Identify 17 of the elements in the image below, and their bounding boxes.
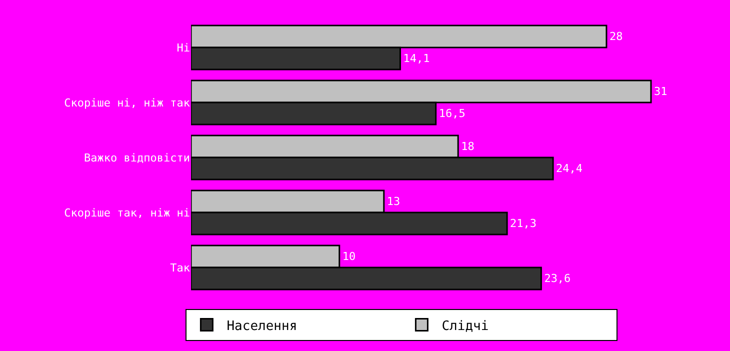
legend-label: Населення bbox=[226, 318, 298, 334]
y-tick-label: Так bbox=[170, 261, 190, 274]
y-tick-label: Важко відповісти bbox=[84, 151, 190, 164]
data-label: 31 bbox=[654, 85, 668, 98]
y-tick-label: Скоріше ні, ніж так bbox=[64, 96, 190, 110]
legend-label: Слідчі bbox=[442, 318, 489, 334]
data-label: 18 bbox=[461, 140, 474, 153]
data-label: 23,6 bbox=[544, 272, 571, 285]
y-tick-label: Скоріше так, ніж ні bbox=[64, 206, 190, 220]
data-label: 21,3 bbox=[510, 217, 537, 230]
data-label: 10 bbox=[342, 250, 356, 263]
data-label: 13 bbox=[386, 195, 400, 208]
data-label: 24,4 bbox=[556, 162, 583, 175]
data-label: 14,1 bbox=[403, 52, 430, 65]
y-tick-label: Ні bbox=[176, 41, 190, 54]
data-label: 16,5 bbox=[438, 107, 466, 120]
data-label: 28 bbox=[609, 30, 623, 43]
